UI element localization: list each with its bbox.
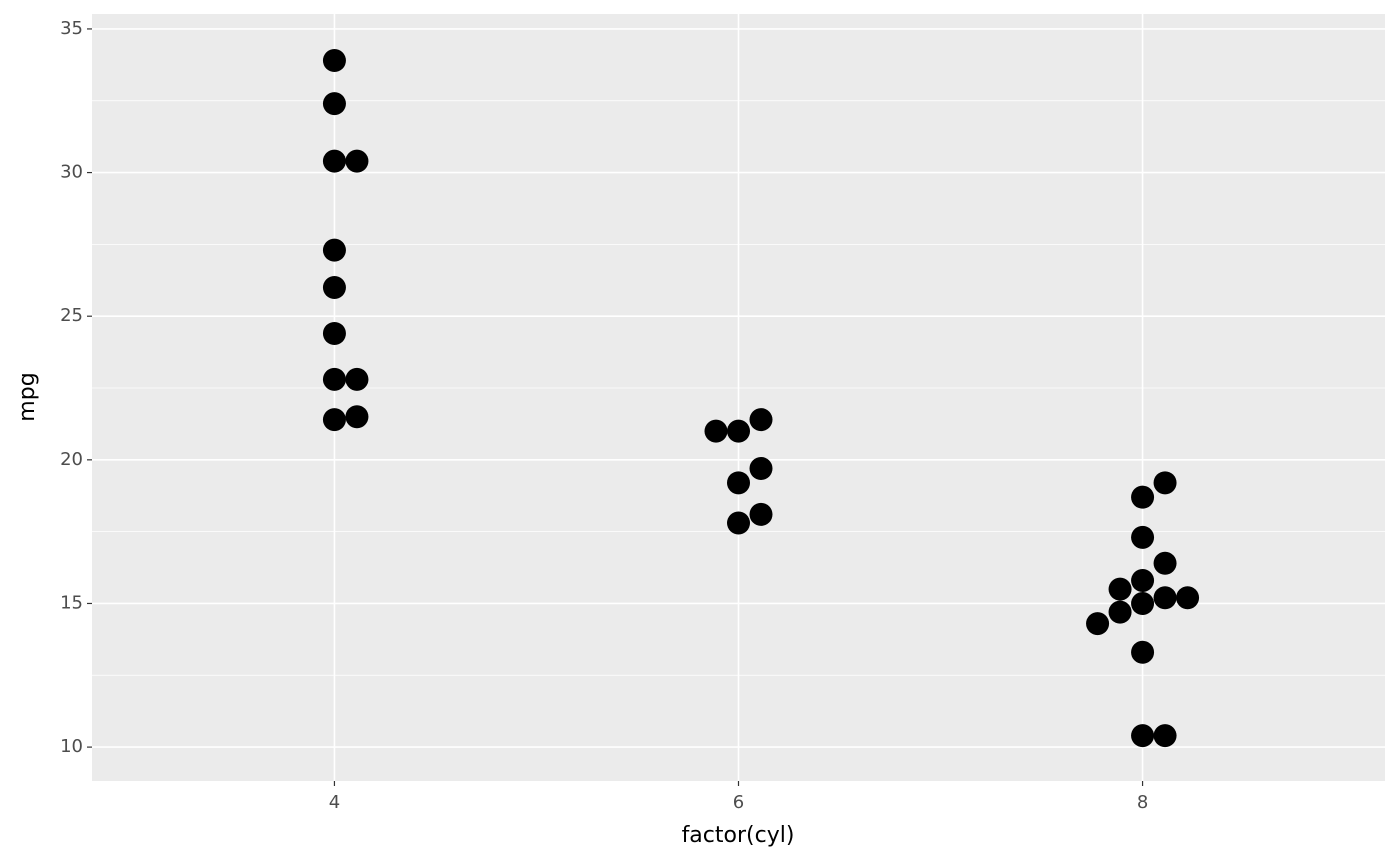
x-tick-label: 6: [733, 792, 744, 813]
dot: [704, 419, 728, 443]
dot: [322, 92, 346, 116]
y-tick-label: 25: [60, 305, 83, 326]
y-axis-title: mpg: [15, 372, 40, 421]
y-tick-label: 30: [60, 162, 83, 183]
dot: [749, 456, 773, 480]
x-tick-label: 4: [329, 792, 340, 813]
dot: [1153, 724, 1177, 748]
dot: [1131, 640, 1155, 664]
dot: [1108, 600, 1132, 624]
dot: [1131, 591, 1155, 615]
dot: [322, 275, 346, 299]
dot: [1086, 612, 1110, 636]
dot: [1153, 586, 1177, 610]
y-tick-label: 15: [60, 592, 83, 613]
x-tick-label: 8: [1137, 792, 1148, 813]
y-tick-label: 20: [60, 449, 83, 470]
dot: [1131, 568, 1155, 592]
x-axis-title: factor(cyl): [682, 823, 795, 848]
dot: [727, 419, 750, 443]
dot: [1153, 551, 1177, 575]
dot: [1176, 586, 1200, 610]
dot: [727, 511, 750, 535]
dot: [1108, 577, 1132, 601]
dot: [322, 238, 346, 262]
dot: [345, 405, 369, 429]
dot: [1131, 525, 1155, 549]
dot: [322, 367, 346, 391]
y-tick-label: 10: [60, 736, 83, 757]
dot: [345, 149, 369, 173]
dot: [322, 321, 346, 345]
dot: [749, 502, 773, 526]
dot: [1153, 471, 1177, 495]
dot: [1131, 485, 1155, 509]
dot: [1131, 724, 1155, 748]
dot: [345, 367, 369, 391]
dot: [322, 149, 346, 173]
dot: [727, 471, 750, 495]
dot: [322, 408, 346, 432]
y-tick-label: 35: [60, 18, 83, 39]
dot: [749, 408, 773, 432]
dot: [322, 49, 346, 73]
